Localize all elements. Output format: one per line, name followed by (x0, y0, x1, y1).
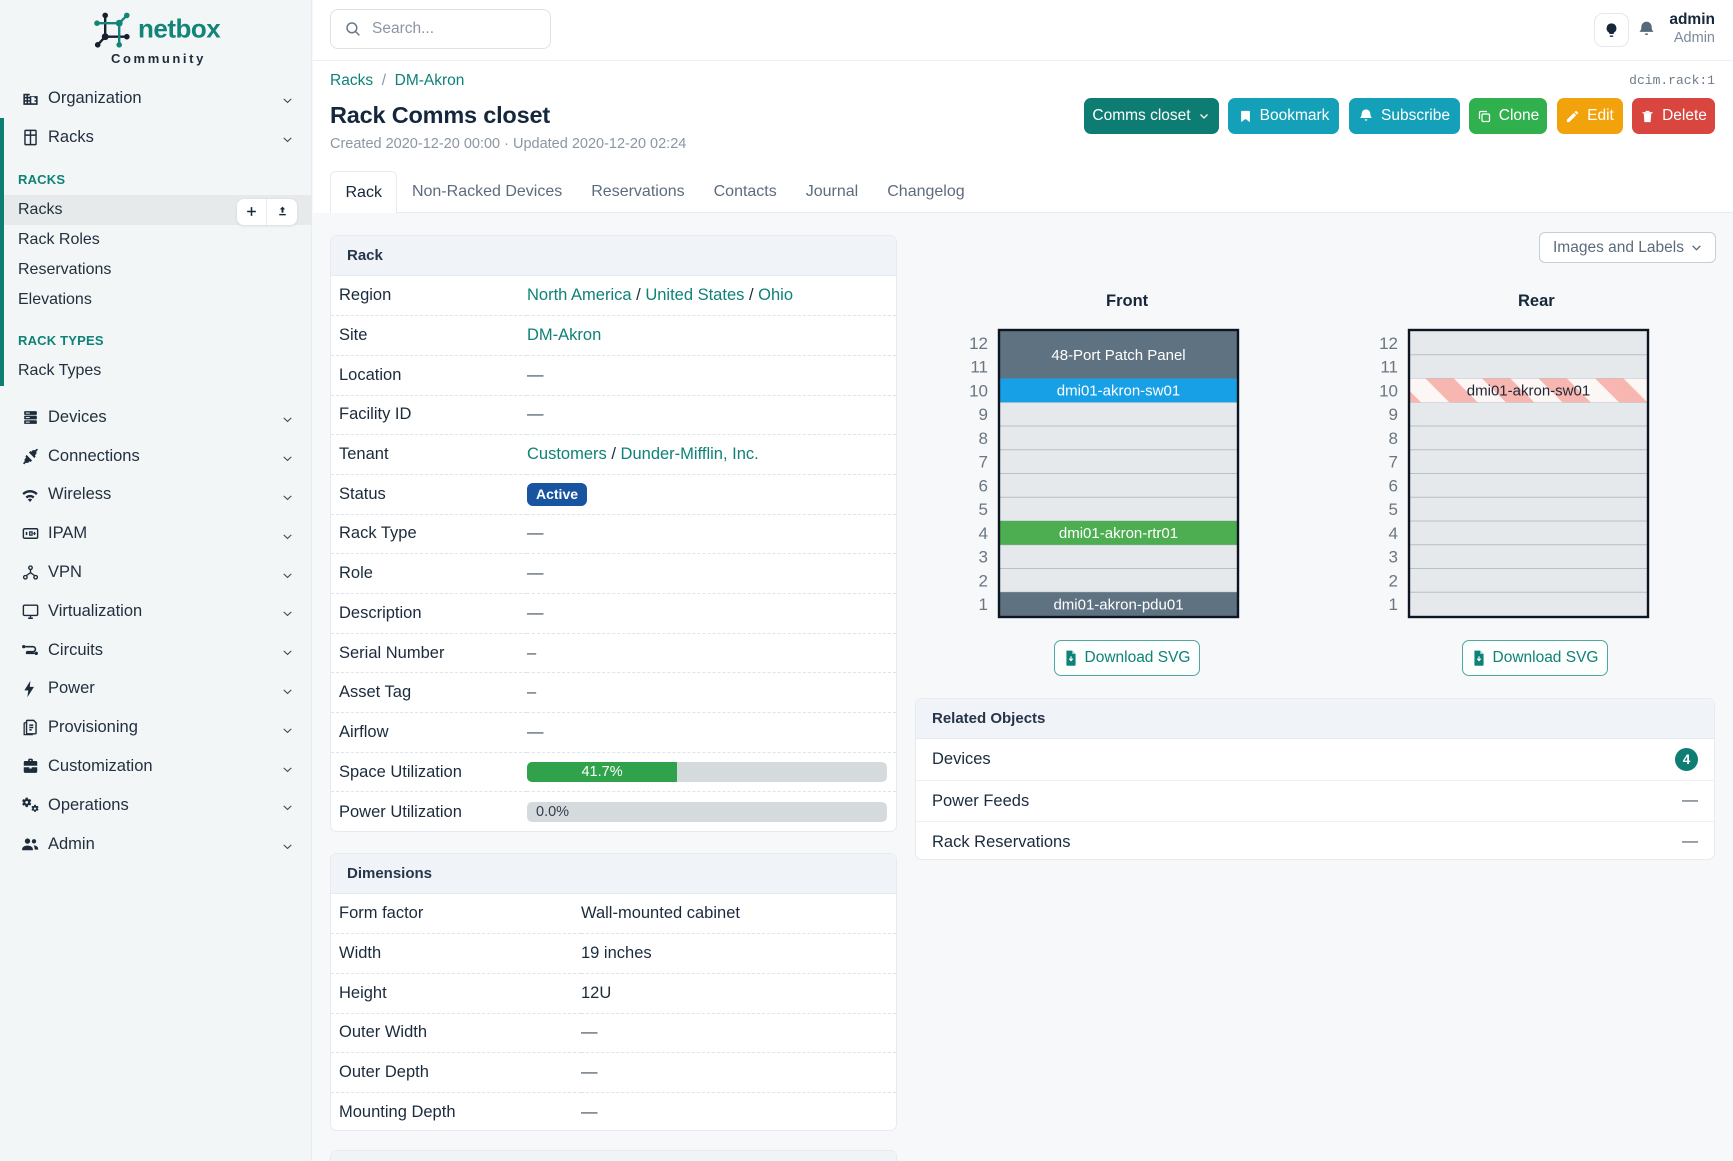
svg-text:11: 11 (1380, 358, 1398, 377)
svg-text:8: 8 (1389, 429, 1398, 448)
svg-text:10: 10 (1379, 381, 1398, 400)
svg-text:9: 9 (1389, 405, 1398, 424)
svg-text:2: 2 (979, 571, 988, 590)
svg-text:dmi01-akron-rtr01: dmi01-akron-rtr01 (1059, 525, 1178, 542)
svg-text:4: 4 (1389, 524, 1398, 543)
svg-text:7: 7 (979, 453, 988, 472)
svg-text:8: 8 (979, 429, 988, 448)
svg-text:2: 2 (1389, 571, 1398, 590)
svg-text:dmi01-akron-pdu01: dmi01-akron-pdu01 (1053, 596, 1183, 613)
svg-text:6: 6 (1389, 476, 1398, 495)
svg-text:5: 5 (1389, 500, 1398, 519)
svg-text:12: 12 (969, 334, 988, 353)
svg-text:dmi01-akron-sw01: dmi01-akron-sw01 (1057, 383, 1180, 400)
svg-text:Community: Community (111, 51, 206, 66)
svg-text:1: 1 (1389, 595, 1398, 614)
svg-text:7: 7 (1389, 453, 1398, 472)
svg-text:10: 10 (969, 381, 988, 400)
svg-text:11: 11 (970, 358, 988, 377)
svg-text:netbox: netbox (138, 14, 221, 44)
svg-text:12: 12 (1379, 334, 1398, 353)
svg-text:3: 3 (1389, 548, 1398, 567)
svg-text:3: 3 (979, 548, 988, 567)
svg-text:dmi01-akron-sw01: dmi01-akron-sw01 (1467, 383, 1590, 400)
svg-text:6: 6 (979, 476, 988, 495)
svg-text:9: 9 (979, 405, 988, 424)
svg-text:1: 1 (979, 595, 988, 614)
svg-text:48-Port Patch Panel: 48-Port Patch Panel (1051, 347, 1185, 364)
svg-text:5: 5 (979, 500, 988, 519)
svg-text:4: 4 (979, 524, 988, 543)
